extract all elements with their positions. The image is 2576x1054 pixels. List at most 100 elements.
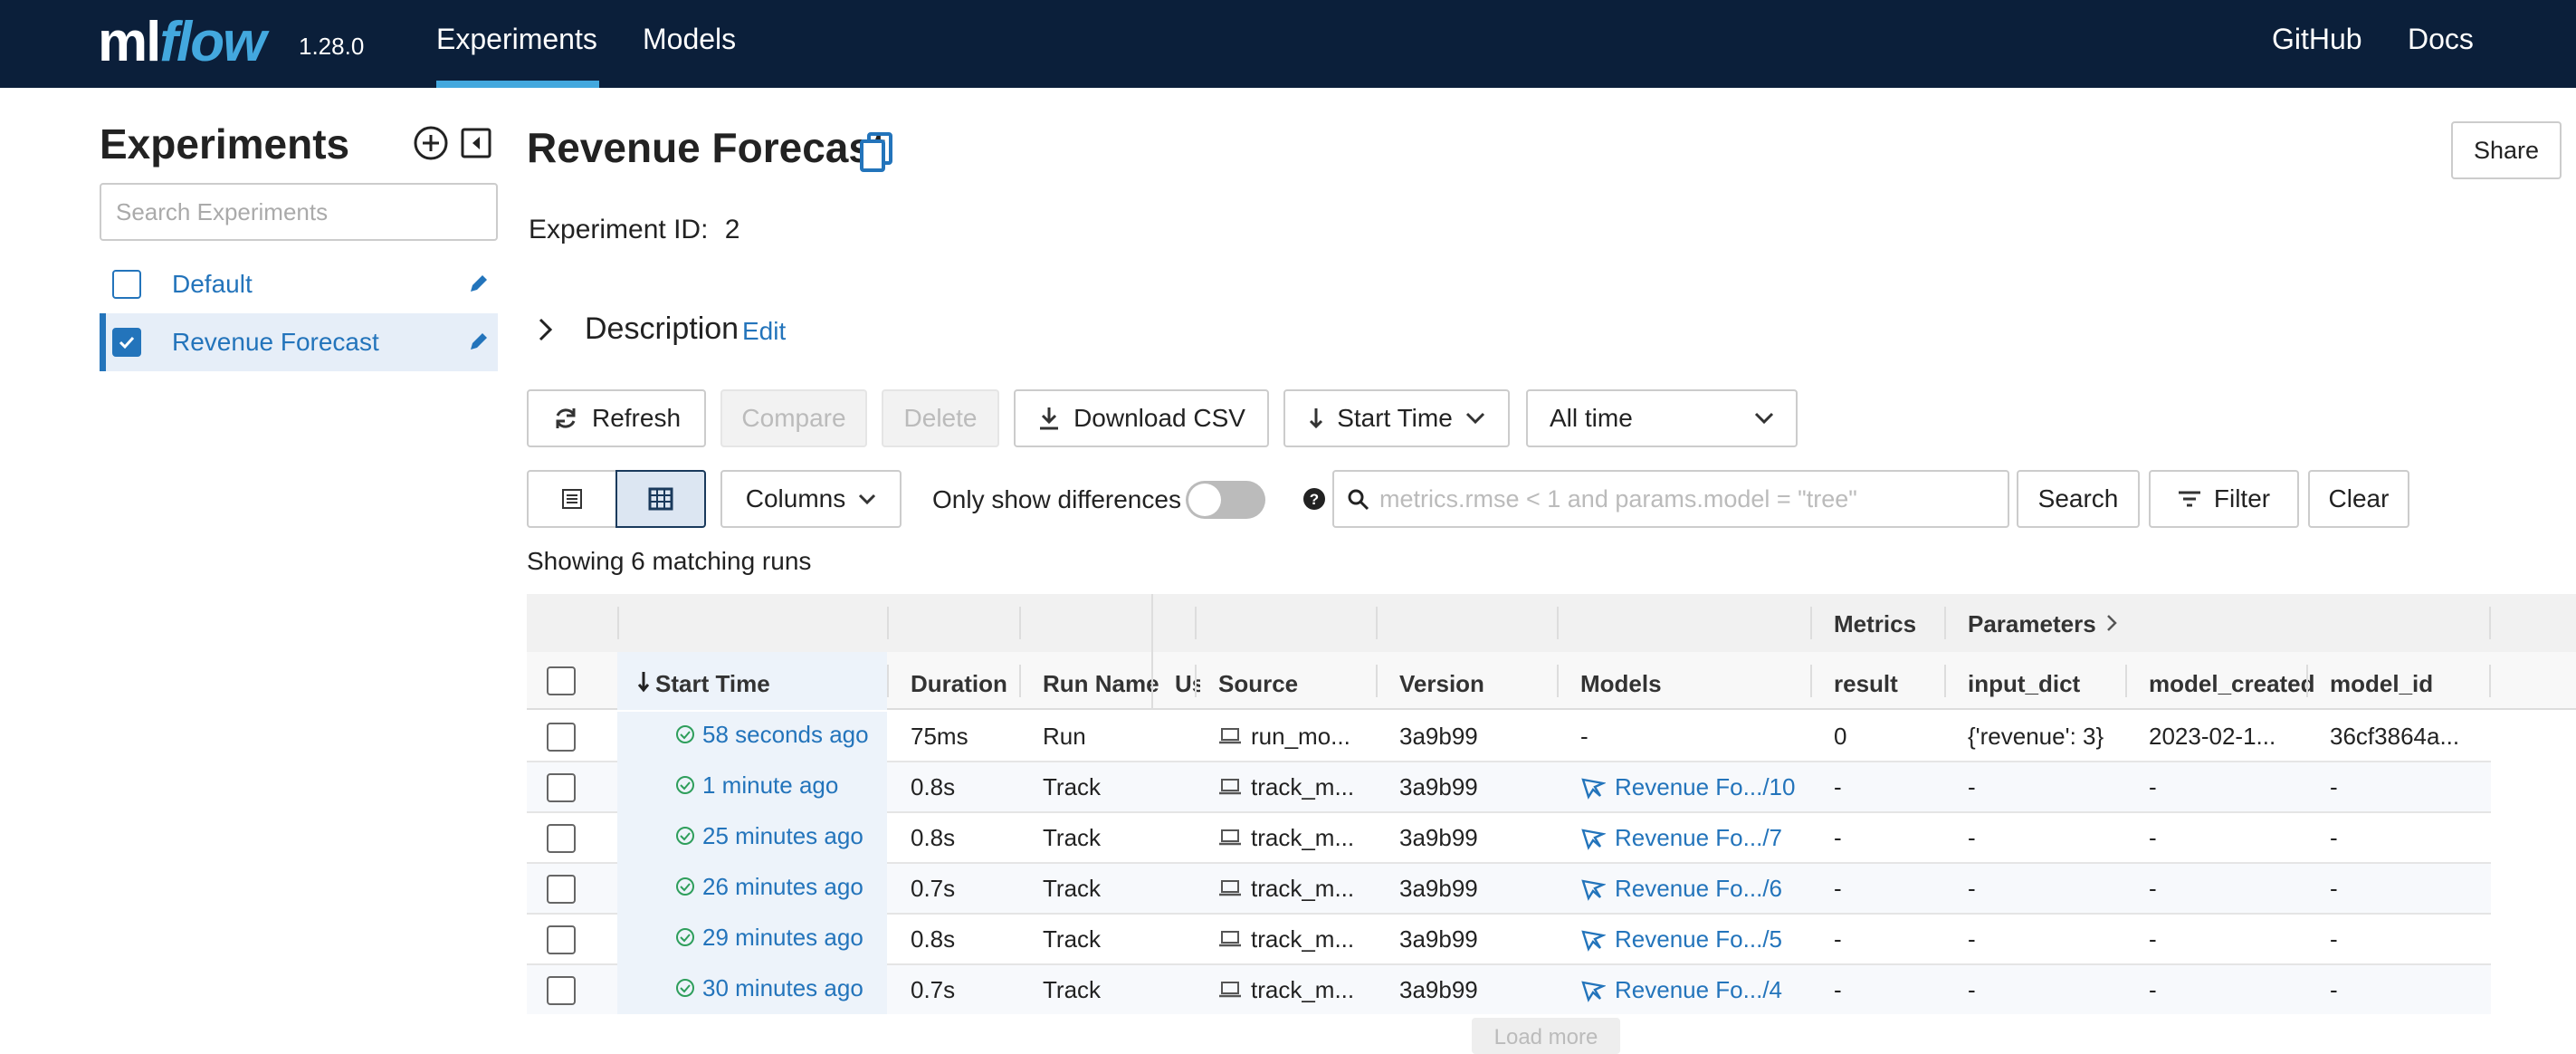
run-source[interactable]: track_m... [1218,976,1354,1004]
compare-button[interactable]: Compare [720,389,867,447]
col-source[interactable]: Source [1218,670,1299,697]
run-models[interactable]: Revenue Fo.../7 [1580,824,1782,852]
nav-github[interactable]: GitHub [2272,23,2362,55]
col-duration[interactable]: Duration [911,670,1007,697]
chevron-down-icon [859,493,876,504]
source-text: track_m... [1251,875,1355,902]
columns-dropdown[interactable]: Columns [720,470,902,528]
load-more-button[interactable]: Load more [1472,1018,1620,1054]
description-edit-link[interactable]: Edit [742,317,787,345]
sort-dropdown[interactable]: Start Time [1283,389,1510,447]
download-csv-button[interactable]: Download CSV [1014,389,1269,447]
chevron-right-icon[interactable] [527,311,563,348]
table-row[interactable]: 30 minutes ago 0.7s Track track_m... 3a9b99 R… [527,965,2491,1014]
download-icon [1040,407,1059,430]
clear-button[interactable]: Clear [2308,470,2409,528]
col-result[interactable]: result [1834,670,1898,697]
col-version[interactable]: Version [1399,670,1484,697]
help-icon[interactable]: ? [1298,483,1331,515]
run-name[interactable]: Track [1043,824,1102,851]
refresh-button[interactable]: Refresh [527,389,706,447]
run-models[interactable]: Revenue Fo.../6 [1580,875,1782,903]
chevron-right-icon[interactable] [2105,613,2118,633]
run-name[interactable]: Run [1043,723,1086,750]
edit-pencil-icon[interactable] [467,330,491,358]
grid-view-toggle[interactable] [615,470,706,528]
time-range-dropdown[interactable]: All time [1526,389,1798,447]
run-models[interactable]: Revenue Fo.../10 [1580,773,1795,801]
edit-pencil-icon[interactable] [467,272,491,300]
col-start-time[interactable]: Start Time [655,670,770,697]
filter-button[interactable]: Filter [2149,470,2299,528]
run-source[interactable]: track_m... [1218,925,1354,953]
col-run-name[interactable]: Run Name [1043,670,1159,697]
filter-label: Filter [2213,484,2271,513]
experiment-checkbox[interactable] [112,270,141,299]
nav-experiments[interactable]: Experiments [436,23,597,55]
table-row[interactable]: 25 minutes ago 0.8s Track track_m... 3a9b99 R… [527,813,2491,864]
run-duration: 0.8s [911,925,956,953]
run-version: 3a9b99 [1399,773,1478,800]
run-start-time[interactable]: 29 minutes ago [675,924,863,952]
add-experiment-icon[interactable] [413,125,449,161]
param-input-dict: - [1968,976,1976,1003]
run-source[interactable]: track_m... [1218,773,1354,801]
arrow-down-icon [1310,408,1323,429]
col-model-id[interactable]: model_id [2330,670,2434,697]
run-source[interactable]: track_m... [1218,824,1354,852]
share-button[interactable]: Share [2451,121,2562,179]
group-header-parameters[interactable]: Parameters [1968,610,2096,637]
collapse-sidebar-icon[interactable] [458,125,494,161]
list-view-toggle[interactable] [527,470,617,528]
only-diff-label: Only show differences [932,485,1181,513]
only-diff-toggle[interactable] [1186,481,1265,519]
experiment-checkbox[interactable] [112,328,141,357]
table-row[interactable]: 26 minutes ago 0.7s Track track_m... 3a9b99 R… [527,864,2491,915]
run-name[interactable]: Track [1043,976,1102,1003]
row-checkbox[interactable] [547,875,576,904]
run-start-time[interactable]: 1 minute ago [675,771,838,800]
start-time-text: 26 minutes ago [702,873,863,900]
param-input-dict: {'revenue': 3} [1968,723,2104,750]
laptop-icon [1219,931,1241,947]
run-models[interactable]: Revenue Fo.../4 [1580,976,1782,1004]
table-row[interactable]: 58 seconds ago 75ms Run run_mo... 3a9b99 - 0 {'… [527,712,2491,762]
run-start-time[interactable]: 25 minutes ago [675,822,863,850]
delete-button[interactable]: Delete [882,389,999,447]
table-row[interactable]: 1 minute ago 0.8s Track track_m... 3a9b99 Rev… [527,762,2491,813]
select-all-checkbox[interactable] [547,666,576,695]
nav-docs[interactable]: Docs [2408,23,2474,55]
row-checkbox[interactable] [547,824,576,853]
row-checkbox[interactable] [547,723,576,752]
copy-icon[interactable] [856,130,896,174]
nav-models[interactable]: Models [643,23,737,55]
mlflow-logo[interactable]: ml flow [98,5,266,78]
start-time-text: 30 minutes ago [702,974,863,1001]
table-row[interactable]: 29 minutes ago 0.8s Track track_m... 3a9b99 R… [527,915,2491,965]
param-model-id: - [2330,925,2338,953]
col-models[interactable]: Models [1580,670,1662,697]
run-start-time[interactable]: 58 seconds ago [675,721,869,749]
row-checkbox[interactable] [547,925,576,954]
run-name[interactable]: Track [1043,925,1102,953]
search-experiments-input[interactable] [100,183,498,241]
row-checkbox[interactable] [547,976,576,1005]
row-checkbox[interactable] [547,773,576,802]
param-input-dict: - [1968,824,1976,851]
run-start-time[interactable]: 30 minutes ago [675,974,863,1002]
run-name[interactable]: Track [1043,773,1102,800]
run-models[interactable]: Revenue Fo.../5 [1580,925,1782,953]
run-search-input[interactable] [1379,484,1995,513]
table-view-icon [648,487,673,511]
col-model-created[interactable]: model_created [2149,670,2315,697]
start-time-highlight [617,712,887,762]
run-source[interactable]: run_mo... [1218,723,1350,751]
run-start-time[interactable]: 26 minutes ago [675,873,863,901]
col-input-dict[interactable]: input_dict [1968,670,2081,697]
experiment-item-revenue-forecast[interactable]: Revenue Forecast [100,313,498,371]
success-icon [676,979,694,997]
run-name[interactable]: Track [1043,875,1102,902]
run-source[interactable]: track_m... [1218,875,1354,903]
experiment-item-default[interactable]: Default [100,255,498,313]
search-button[interactable]: Search [2017,470,2140,528]
